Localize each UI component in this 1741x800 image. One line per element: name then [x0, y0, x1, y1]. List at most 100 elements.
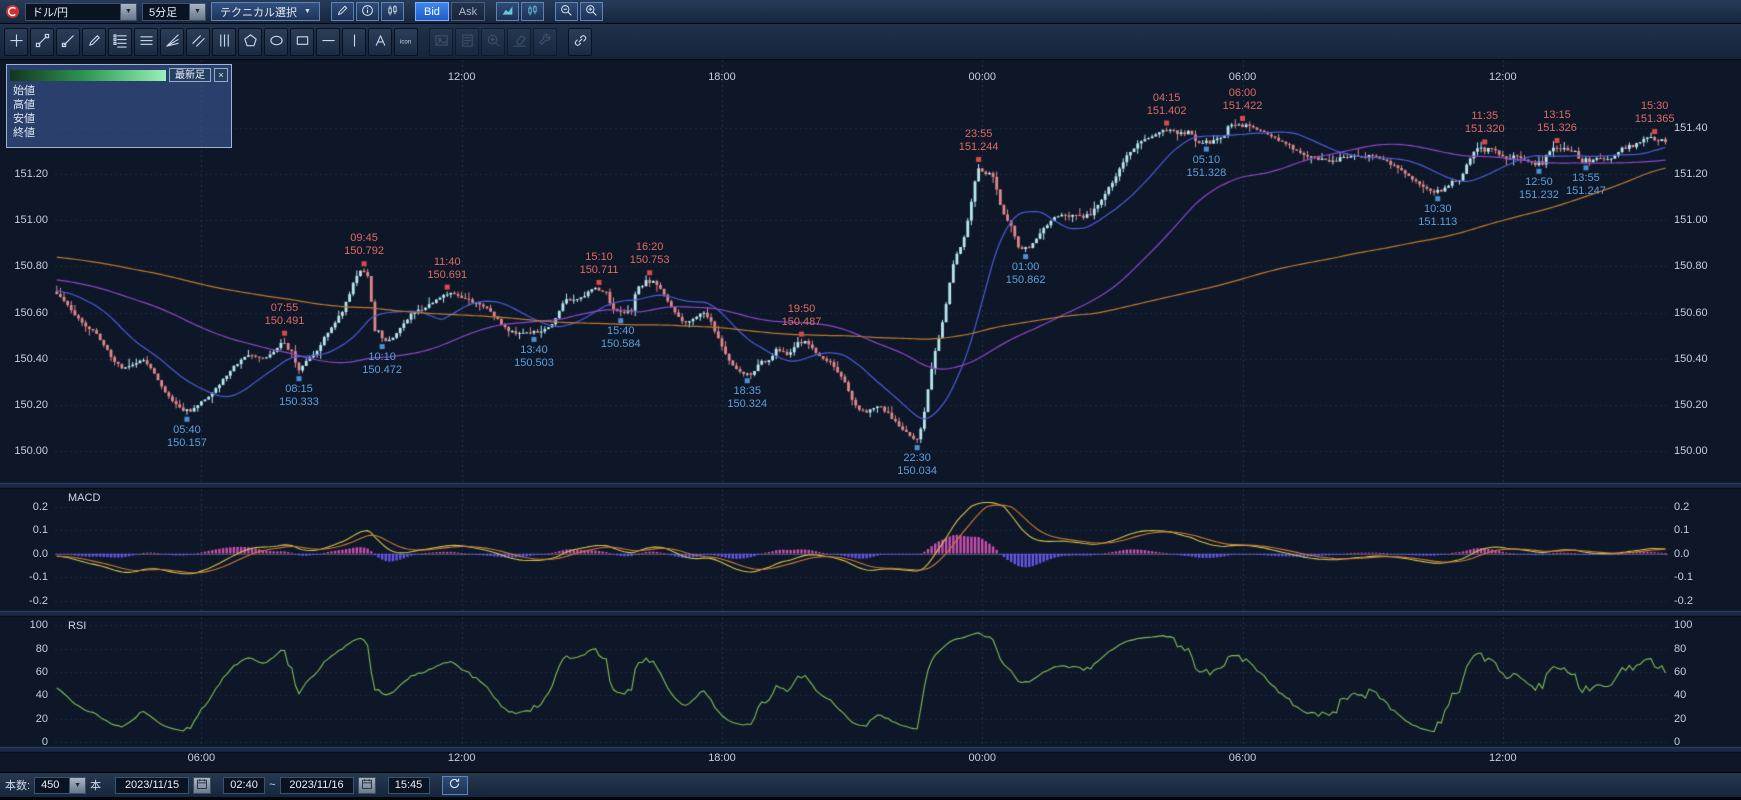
candlestick-icon — [386, 4, 399, 20]
candle-chart-icon — [526, 4, 539, 20]
text-tool-tool-button[interactable] — [368, 27, 392, 56]
bid-button[interactable]: Bid — [414, 2, 449, 21]
horizontal-line-tool-button[interactable] — [316, 27, 340, 56]
hline-icon — [321, 33, 336, 51]
chevron-down-icon: ▼ — [304, 8, 311, 15]
vlines-icon — [217, 33, 232, 51]
start-date-input[interactable] — [115, 776, 190, 794]
legend-title: 最新足 — [169, 68, 211, 82]
pencil-icon — [336, 4, 349, 20]
calendar-icon — [196, 778, 208, 793]
zoom-out-icon — [560, 4, 573, 20]
ray-line-tool-button[interactable] — [56, 27, 80, 56]
reset-arrow-icon — [448, 777, 461, 793]
legend-row-open: 始値 — [13, 85, 35, 97]
wrench-icon — [538, 33, 553, 51]
fan-lines-tool-button[interactable] — [160, 27, 184, 56]
pentagon-icon — [243, 33, 258, 51]
bar-unit-label: 本 — [90, 780, 102, 792]
chevron-down-icon: ▼ — [189, 3, 205, 20]
area-chart-icon — [501, 4, 514, 20]
fib-retracement-tool-button[interactable] — [108, 27, 132, 56]
stamp-icon: icon — [399, 33, 414, 51]
board-icon — [460, 33, 475, 51]
calendar-icon — [361, 778, 373, 793]
range-separator: ~ — [269, 779, 276, 791]
image-icon — [434, 33, 449, 51]
legend-close-icon[interactable]: × — [214, 68, 228, 82]
bottom-toolbar: 本数: 450 ▼ 本 ~ — [0, 772, 1741, 797]
app-logo-icon — [5, 4, 20, 19]
bar-count-label: 本数: — [5, 780, 31, 792]
drawing-toolbar: icon — [0, 24, 1741, 60]
pencil-icon — [87, 33, 102, 51]
text-icon — [373, 33, 388, 51]
settings-wrench-tool-button — [533, 27, 557, 56]
draw-mode-button[interactable] — [330, 2, 354, 21]
ellipse-icon — [269, 33, 284, 51]
plus-icon — [9, 33, 24, 51]
chevron-down-icon: ▼ — [120, 3, 136, 20]
legend-row-close: 終値 — [13, 127, 35, 139]
info-button[interactable] — [355, 2, 379, 21]
link-icon — [573, 33, 588, 51]
fan-icon — [165, 33, 180, 51]
freehand-draw-tool-button[interactable] — [82, 27, 106, 56]
fib-icon — [112, 33, 128, 51]
end-date-input[interactable] — [279, 776, 354, 794]
chart-style-line-button[interactable] — [495, 2, 519, 21]
rect-icon — [295, 33, 310, 51]
bar-count-selector[interactable]: 450 ▼ — [34, 776, 87, 794]
rectangle-tool-button[interactable] — [290, 27, 314, 56]
copy-board-tool-button — [455, 27, 479, 56]
eraser-icon — [512, 33, 527, 51]
pentagon-tool-button[interactable] — [238, 27, 262, 56]
zoom-in-button[interactable] — [579, 2, 603, 21]
info-icon — [361, 4, 374, 20]
technical-select-label: テクニカル選択 — [220, 6, 297, 19]
magnify-tool-button — [481, 27, 505, 56]
candle-settings-button[interactable] — [380, 2, 404, 21]
start-date-calendar-button[interactable] — [193, 776, 212, 794]
screenshot-tool-button — [429, 27, 453, 56]
trend-line-tool-button[interactable] — [30, 27, 54, 56]
icon-stamp-tool-button[interactable]: icon — [394, 27, 418, 56]
link-charts-tool-button[interactable] — [568, 27, 592, 56]
pair-value: ドル/円 — [32, 6, 69, 19]
chart-style-candle-button[interactable] — [520, 2, 544, 21]
legend-gradient — [10, 69, 166, 81]
start-time-input[interactable] — [223, 776, 266, 794]
trendline-icon — [35, 33, 50, 51]
chevron-down-icon: ▼ — [69, 777, 86, 793]
timeframe-selector[interactable]: 5分足 ▼ — [142, 2, 206, 21]
zoom-icon — [486, 33, 501, 51]
legend-row-high: 高値 — [13, 99, 35, 111]
end-date-calendar-button[interactable] — [357, 776, 376, 794]
crosshair-tool-button[interactable] — [4, 27, 28, 56]
ray-icon — [61, 33, 76, 51]
technical-select-button[interactable]: テクニカル選択 ▼ — [211, 2, 320, 21]
vline-icon — [347, 33, 362, 51]
end-time-input[interactable] — [387, 776, 430, 794]
zoom-out-button[interactable] — [554, 2, 578, 21]
eraser-tool-button — [507, 27, 531, 56]
time-zones-tool-button[interactable] — [212, 27, 236, 56]
vertical-line-tool-button[interactable] — [342, 27, 366, 56]
channel-icon — [191, 33, 206, 51]
pair-selector[interactable]: ドル/円 ▼ — [25, 2, 137, 21]
legend-row-low: 安値 — [13, 113, 35, 125]
timeframe-value: 5分足 — [149, 6, 178, 19]
svg-text:icon: icon — [399, 38, 410, 45]
zoom-in-icon — [585, 4, 598, 20]
hlines-icon — [139, 33, 154, 51]
ask-button[interactable]: Ask — [450, 2, 485, 21]
legend-panel: 最新足 × 始値高値安値終値 — [6, 64, 232, 148]
bar-count-value: 450 — [41, 779, 60, 791]
ellipse-tool-button[interactable] — [264, 27, 288, 56]
reset-range-button[interactable] — [441, 775, 468, 795]
horizontal-lines-tool-button[interactable] — [134, 27, 158, 56]
top-toolbar: ドル/円 ▼ 5分足 ▼ テクニカル選択 ▼ Bid Ask — [0, 0, 1741, 24]
parallel-channel-tool-button[interactable] — [186, 27, 210, 56]
